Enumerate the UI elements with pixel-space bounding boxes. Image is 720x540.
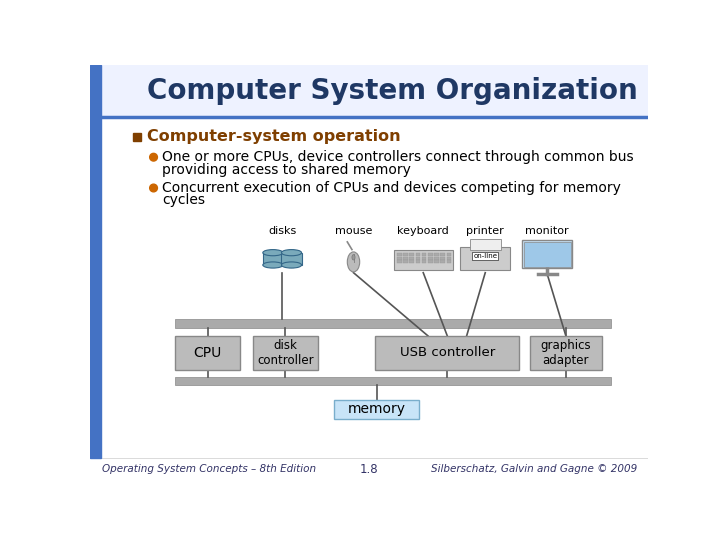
Bar [263, 253, 283, 265]
Bar [434, 256, 438, 260]
Circle shape [150, 184, 158, 192]
Bar [375, 336, 519, 370]
Ellipse shape [282, 249, 302, 256]
Bar [403, 253, 408, 256]
Bar [282, 253, 302, 265]
Circle shape [150, 153, 158, 161]
Text: Computer-system operation: Computer-system operation [147, 129, 400, 144]
Text: disks: disks [268, 226, 297, 236]
Bar [434, 260, 438, 264]
Bar [175, 336, 240, 370]
Text: CPU: CPU [194, 346, 222, 360]
Bar [441, 253, 445, 256]
Bar [428, 253, 433, 256]
Bar [409, 256, 414, 260]
Ellipse shape [263, 262, 283, 268]
Text: on-line: on-line [473, 253, 498, 259]
Bar [132, 132, 141, 141]
Bar [422, 256, 426, 260]
Ellipse shape [352, 254, 355, 260]
Bar [415, 256, 420, 260]
Ellipse shape [347, 252, 360, 272]
Text: providing access to shared memory: providing access to shared memory [162, 163, 411, 177]
Text: printer: printer [467, 226, 504, 236]
Bar [523, 240, 572, 268]
Text: cycles: cycles [162, 193, 205, 207]
Ellipse shape [282, 249, 302, 256]
Text: Concurrent execution of CPUs and devices competing for memory: Concurrent execution of CPUs and devices… [162, 181, 621, 195]
Bar [469, 239, 500, 249]
Bar [446, 253, 451, 256]
Bar [428, 260, 433, 264]
Text: graphics
adapter: graphics adapter [541, 339, 591, 367]
Bar [253, 336, 318, 370]
Bar [397, 256, 402, 260]
Text: Operating System Concepts – 8th Edition: Operating System Concepts – 8th Edition [102, 464, 317, 474]
Bar [403, 256, 408, 260]
Text: USB controller: USB controller [400, 346, 495, 359]
Bar [434, 253, 438, 256]
Bar [441, 256, 445, 260]
Text: disk
controller: disk controller [257, 339, 314, 367]
Ellipse shape [263, 249, 283, 256]
Bar [403, 260, 408, 264]
Bar [441, 260, 445, 264]
Bar [524, 242, 570, 267]
Text: memory: memory [348, 402, 406, 416]
Ellipse shape [263, 249, 283, 256]
Bar [446, 256, 451, 260]
Bar [397, 260, 402, 264]
Bar [394, 249, 453, 269]
Bar [415, 260, 420, 264]
Bar [175, 319, 611, 328]
Bar [422, 260, 426, 264]
Bar [422, 253, 426, 256]
Bar [409, 253, 414, 256]
Bar [446, 260, 451, 264]
Bar [530, 336, 601, 370]
Bar [415, 253, 420, 256]
Bar [397, 253, 402, 256]
Text: keyboard: keyboard [397, 226, 449, 236]
Text: mouse: mouse [335, 226, 372, 236]
Bar [461, 247, 510, 269]
Text: monitor: monitor [526, 226, 569, 236]
Bar [334, 400, 419, 419]
Text: 1.8: 1.8 [360, 463, 378, 476]
Bar [409, 260, 414, 264]
Bar [175, 377, 611, 385]
Bar [428, 256, 433, 260]
Text: One or more CPUs, device controllers connect through common bus: One or more CPUs, device controllers con… [162, 150, 634, 164]
Text: Silberschatz, Galvin and Gagne © 2009: Silberschatz, Galvin and Gagne © 2009 [431, 464, 637, 474]
Bar [90, 65, 101, 457]
Ellipse shape [282, 262, 302, 268]
Bar [101, 65, 648, 117]
Text: Computer System Organization: Computer System Organization [147, 77, 638, 105]
